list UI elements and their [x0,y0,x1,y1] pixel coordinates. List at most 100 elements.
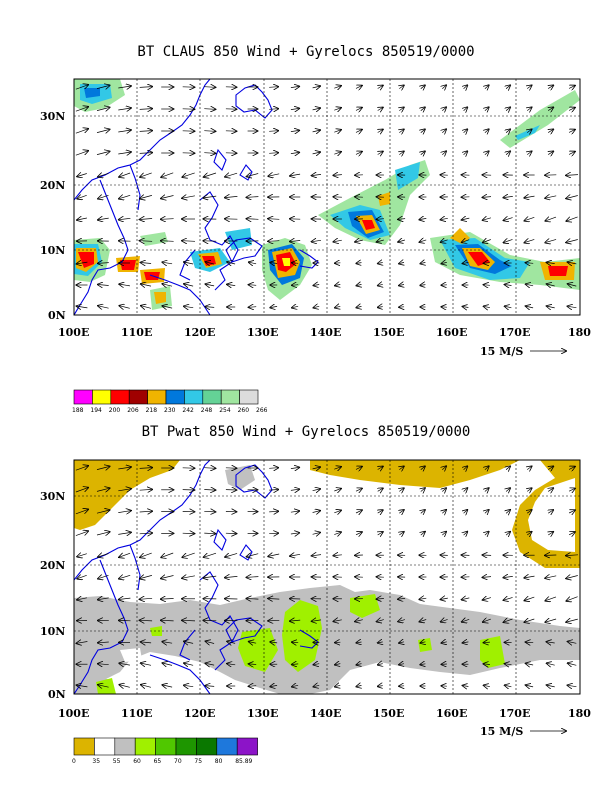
wind-vector [290,620,301,621]
wind-vector [378,467,383,470]
wind-vector [77,218,87,220]
legend-label: 230 [164,407,176,414]
wind-vector [377,219,384,220]
wind-vector [378,488,383,491]
wind-vector [464,151,468,154]
wind-vector [269,490,278,491]
wind-vector [485,488,489,491]
wind-vector [526,284,534,286]
wind-vector [119,685,130,688]
legend-swatch [216,737,238,756]
legend-label: 65 [154,758,162,765]
wind-vector [204,511,215,512]
wind-vector [98,554,109,557]
wind-vector [292,664,299,665]
wind-vector [356,685,361,686]
wind-vector [182,172,195,177]
wind-vector [292,263,299,264]
wind-vector [399,107,404,110]
wind-vector [249,262,257,264]
wind-vector [506,466,510,469]
map1-lon-label: 120E [184,326,215,339]
wind-vector [524,196,535,198]
wind-vector [290,489,299,490]
legend-label: 55 [113,758,121,765]
map1-lon-label: 180 [568,326,591,339]
wind-vector [139,153,152,154]
wind-vector [464,466,468,469]
map1-panel: 30N 20N 10N 0N 100E 110E 120E 130E 140E … [40,78,591,414]
wind-vector [441,598,448,599]
wind-vector [398,598,406,599]
wind-vector [568,306,577,307]
map1-lat-label: 0N [48,309,66,322]
wind-vector [249,686,257,687]
wind-vector [568,108,575,111]
wind-vector [269,109,278,110]
wind-vector [314,664,320,665]
wind-vector [566,217,578,221]
wind-vector [504,239,513,242]
wind-vector [269,533,278,534]
wind-vector [182,620,196,621]
wind-vector [204,109,215,110]
wind-vector [463,307,469,308]
map2-lat-label: 30N [40,490,65,503]
wind-vector [421,510,425,513]
wind-vector [333,175,342,176]
legend-label: 70 [174,758,182,765]
wind-vector [140,598,153,599]
wind-vector [356,642,361,643]
map1-lon-label: 140E [310,326,341,339]
wind-vector [182,241,196,242]
wind-vector [377,599,384,600]
wind-vector [140,620,153,621]
legend-swatch [236,737,258,756]
map2-lon-label: 180 [568,707,591,720]
legend-label: 218 [146,407,158,414]
wind-vector [247,197,259,198]
map2-lon-label: 100E [58,707,89,720]
wind-vector [140,172,152,177]
wind-vector [464,510,468,513]
wind-vector [399,151,404,154]
wind-vector [312,620,322,621]
wind-vector [485,510,489,513]
legend-swatch [184,389,204,405]
wind-vector [269,511,278,512]
wind-vector [75,531,88,536]
wind-vector [161,576,174,579]
wind-vector [442,85,446,88]
wind-vector [378,510,383,513]
wind-vector [96,466,110,469]
wind-vector [118,489,131,491]
wind-vector [378,664,383,665]
wind-vector [505,664,512,665]
legend-swatch [196,737,218,756]
wind-vector [335,284,340,285]
wind-vector [118,86,131,88]
wind-vector [314,685,320,686]
map2-lon-label: 160E [436,707,467,720]
wind-vector [399,532,404,535]
map1-lon-label: 170E [499,326,530,339]
wind-vector [378,284,383,285]
wind-vector [270,642,278,643]
wind-vector [118,152,131,154]
wind-vector [399,510,404,513]
map1-lat-labels: 30N 20N 10N 0N [40,110,66,322]
wind-vector [548,466,553,469]
legend-label: 80 [215,758,223,765]
wind-vector [119,306,130,309]
wind-vector [485,85,489,88]
map1-legend: 188 194 200 206 218 230 242 248 254 260 266 [72,389,268,414]
wind-vector [162,284,173,286]
wind-vector [442,510,446,513]
wind-vector [548,532,553,535]
wind-vector [421,466,425,469]
wind-vector [312,511,321,513]
wind-vector [140,195,152,198]
legend-swatch [165,389,185,405]
wind-vector [355,86,362,89]
wind-vector [420,285,425,286]
